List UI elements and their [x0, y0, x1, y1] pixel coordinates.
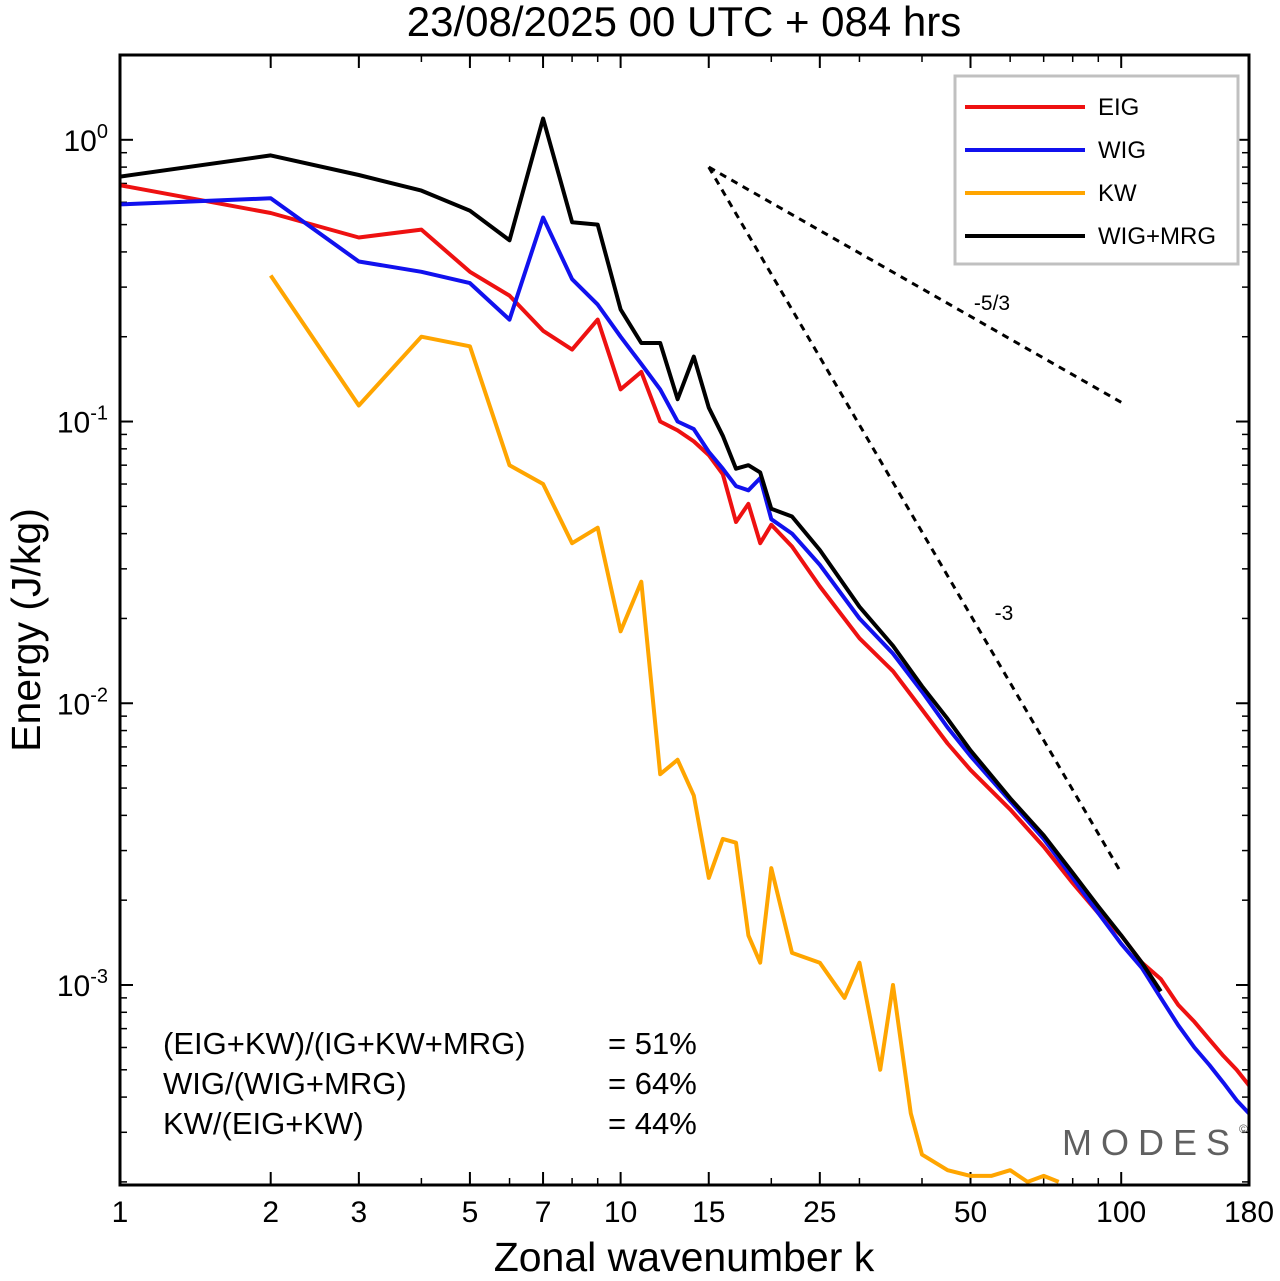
ratio-label-2: WIG/(WIG+MRG): [163, 1066, 407, 1101]
x-tick-label: 7: [535, 1196, 552, 1229]
x-tick-label: 3: [351, 1196, 368, 1229]
y-tick-label: 10-2: [57, 684, 108, 721]
ratio-value-1: = 51%: [608, 1026, 697, 1061]
slope-label: -5/3: [974, 292, 1010, 315]
y-axis-label: Energy (J/kg): [3, 508, 49, 752]
x-tick-label: 5: [462, 1196, 479, 1229]
y-tick-labels: 100 10-1 10-2 10-3: [57, 121, 108, 1003]
series-line-wig-mrg: [120, 116, 1163, 993]
slope-line-five-thirds: [708, 165, 1122, 404]
series-lines: [120, 116, 1249, 1184]
legend: EIG WIG KW WIG+MRG: [953, 74, 1240, 266]
x-tick-label: 10: [604, 1196, 637, 1229]
x-tick-label: 2: [262, 1196, 279, 1229]
series-line-eig: [120, 183, 1249, 1087]
watermark-text: MODES: [1062, 1122, 1240, 1163]
x-tick-label: 50: [954, 1196, 987, 1229]
chart-title: 23/08/2025 00 UTC + 084 hrs: [407, 0, 962, 45]
x-tick-labels: 1 2 3 5 7 10 15 25 50 100 180: [112, 1196, 1274, 1229]
ratio-label-1: (EIG+KW)/(IG+KW+MRG): [163, 1026, 526, 1061]
legend-label: EIG: [1098, 94, 1139, 121]
ratio-value-2: = 64%: [608, 1066, 697, 1101]
series-line-kw: [269, 274, 1060, 1184]
legend-label: WIG+MRG: [1098, 223, 1216, 250]
x-tick-label: 1: [112, 1196, 129, 1229]
y-tick-label: 10-3: [57, 966, 108, 1003]
x-tick-label: 15: [692, 1196, 725, 1229]
slope-line-three: [707, 166, 1123, 874]
plot-frame: [118, 53, 1251, 1187]
x-tick-label: 180: [1224, 1196, 1274, 1229]
legend-label: WIG: [1098, 137, 1146, 164]
x-tick-label: 100: [1096, 1196, 1146, 1229]
modes-watermark: MODES©: [1062, 1122, 1248, 1164]
ratio-value-3: = 44%: [608, 1106, 697, 1141]
ratio-label-3: KW/(EIG+KW): [163, 1106, 364, 1141]
slope-label: -3: [995, 602, 1014, 625]
y-tick-label: 100: [64, 121, 109, 158]
series-line-wig: [120, 196, 1249, 1115]
legend-label: KW: [1098, 180, 1137, 207]
x-axis-label: Zonal wavenumber k: [494, 1234, 875, 1280]
x-tick-label: 25: [803, 1196, 836, 1229]
y-tick-label: 10-1: [57, 403, 108, 440]
slope-reference-lines: -5/3 -3: [707, 165, 1123, 874]
copyright-symbol: ©: [1239, 1122, 1248, 1136]
